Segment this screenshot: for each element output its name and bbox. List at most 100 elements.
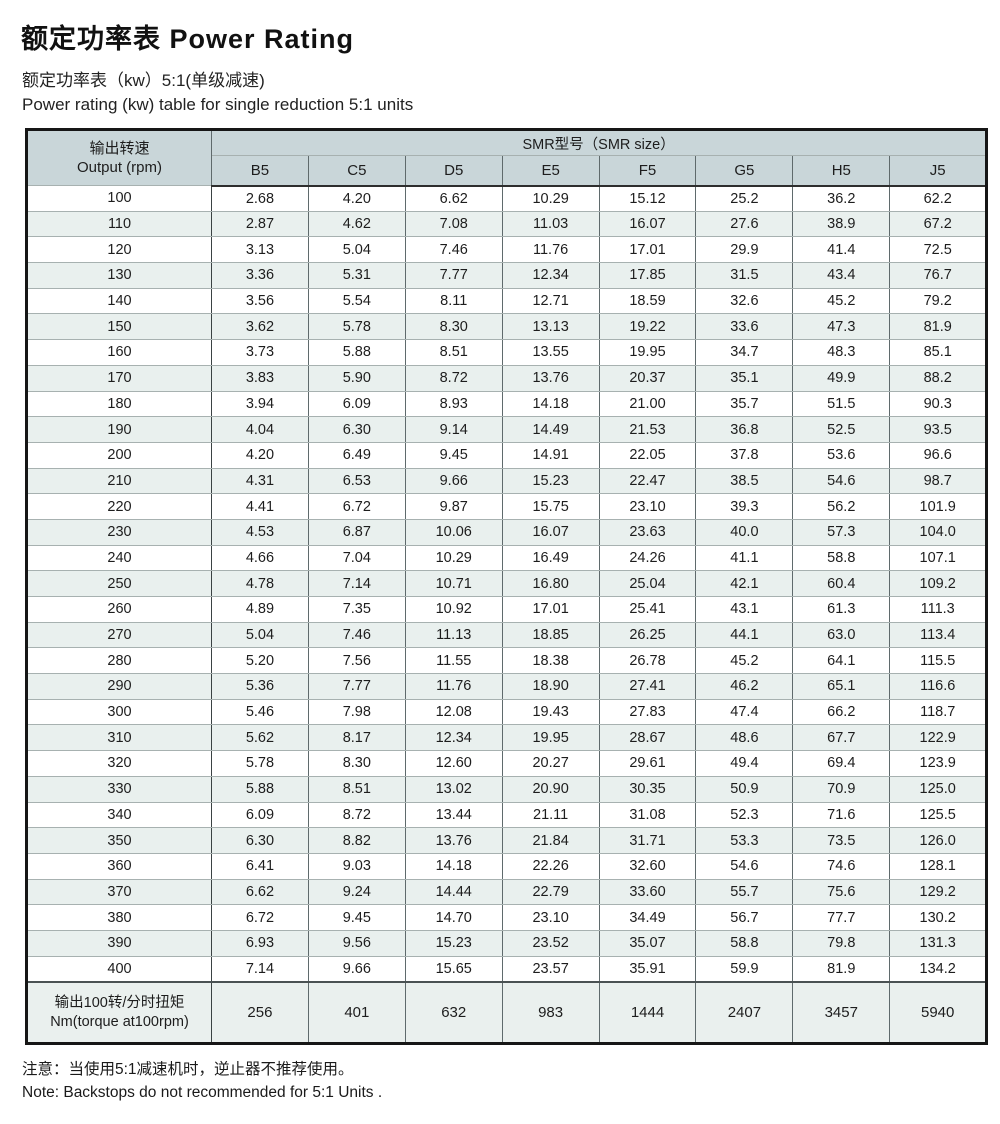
size-header-row: B5 C5 D5 E5 F5 G5 H5 J5 bbox=[27, 155, 988, 187]
output-rpm-cell: 100 bbox=[26, 185, 212, 212]
power-value-cell: 31.5 bbox=[695, 262, 794, 289]
table-row: 190 4.04 6.30 9.14 14.49 21.53 36.8 52.5 93.5 bbox=[26, 416, 988, 443]
power-value-cell: 6.41 bbox=[211, 852, 309, 880]
torque-value-cell: 1444 bbox=[598, 980, 697, 1045]
power-value-cell: 13.76 bbox=[501, 364, 600, 392]
power-value-cell: 93.5 bbox=[889, 416, 988, 443]
power-value-cell: 107.1 bbox=[889, 544, 988, 572]
power-value-cell: 23.57 bbox=[501, 955, 600, 983]
subtitle-en: Power rating (kw) table for single reduc… bbox=[22, 95, 414, 114]
power-value-cell: 11.55 bbox=[404, 647, 503, 675]
torque-value-cell: 256 bbox=[211, 980, 309, 1045]
power-value-cell: 115.5 bbox=[889, 647, 988, 675]
power-value-cell: 7.46 bbox=[404, 236, 503, 264]
power-value-cell: 31.71 bbox=[598, 827, 697, 854]
table-row: 180 3.94 6.09 8.93 14.18 21.00 35.7 51.5 90.3 bbox=[26, 390, 988, 418]
power-value-cell: 3.73 bbox=[211, 339, 309, 366]
power-value-cell: 36.2 bbox=[792, 185, 891, 212]
power-value-cell: 25.41 bbox=[598, 596, 697, 623]
power-value-cell: 3.83 bbox=[211, 364, 309, 392]
power-value-cell: 56.2 bbox=[792, 493, 891, 520]
table-row: 290 5.36 7.77 11.76 18.90 27.41 46.2 65.1 116.6 bbox=[26, 673, 988, 700]
power-value-cell: 81.9 bbox=[889, 313, 988, 341]
power-value-cell: 29.61 bbox=[598, 750, 697, 777]
power-value-cell: 53.3 bbox=[695, 827, 794, 854]
power-value-cell: 8.30 bbox=[404, 313, 503, 341]
power-value-cell: 43.4 bbox=[792, 262, 891, 289]
power-value-cell: 33.60 bbox=[598, 878, 697, 906]
power-value-cell: 32.60 bbox=[598, 852, 697, 880]
power-value-cell: 4.62 bbox=[307, 210, 406, 238]
power-value-cell: 5.31 bbox=[307, 262, 406, 289]
power-value-cell: 35.07 bbox=[598, 929, 697, 957]
power-value-cell: 98.7 bbox=[889, 467, 988, 495]
power-value-cell: 9.45 bbox=[404, 441, 503, 469]
power-value-cell: 35.91 bbox=[598, 955, 697, 983]
power-value-cell: 104.0 bbox=[889, 518, 988, 546]
output-rpm-cell: 120 bbox=[26, 236, 212, 264]
table-row: 390 6.93 9.56 15.23 23.52 35.07 58.8 79.8 131.3 bbox=[26, 929, 988, 957]
output-rpm-cell: 220 bbox=[26, 493, 212, 520]
output-rpm-cell: 300 bbox=[26, 698, 212, 726]
power-value-cell: 12.08 bbox=[404, 698, 503, 726]
output-rpm-cell: 330 bbox=[26, 775, 212, 803]
power-value-cell: 10.29 bbox=[501, 185, 600, 212]
power-value-cell: 45.2 bbox=[792, 287, 891, 315]
power-value-cell: 49.4 bbox=[695, 750, 794, 777]
table-row: 160 3.73 5.88 8.51 13.55 19.95 34.7 48.3 85.1 bbox=[26, 339, 988, 366]
power-value-cell: 14.91 bbox=[501, 441, 600, 469]
torque-value-cell: 632 bbox=[404, 980, 503, 1045]
power-value-cell: 18.90 bbox=[501, 673, 600, 700]
power-value-cell: 6.53 bbox=[307, 467, 406, 495]
power-value-cell: 35.1 bbox=[695, 364, 794, 392]
power-value-cell: 5.62 bbox=[211, 724, 309, 752]
power-value-cell: 23.63 bbox=[598, 518, 697, 546]
power-value-cell: 12.60 bbox=[404, 750, 503, 777]
power-value-cell: 113.4 bbox=[889, 621, 988, 649]
power-value-cell: 10.71 bbox=[404, 570, 503, 597]
power-value-cell: 3.94 bbox=[211, 390, 309, 418]
output-rpm-cell: 230 bbox=[26, 518, 212, 546]
output-rpm-header: 输出转速 Output (rpm) bbox=[26, 129, 212, 186]
power-value-cell: 19.95 bbox=[598, 339, 697, 366]
power-value-cell: 11.76 bbox=[501, 236, 600, 264]
size-header-cell: J5 bbox=[889, 155, 988, 187]
output-rpm-cell: 290 bbox=[26, 673, 212, 700]
table-row: 250 4.78 7.14 10.71 16.80 25.04 42.1 60.4 109.2 bbox=[26, 570, 988, 597]
power-value-cell: 50.9 bbox=[695, 775, 794, 803]
power-value-cell: 122.9 bbox=[889, 724, 988, 752]
power-value-cell: 9.66 bbox=[307, 955, 406, 983]
table-row: 370 6.62 9.24 14.44 22.79 33.60 55.7 75.6 129.2 bbox=[26, 878, 988, 906]
power-value-cell: 22.05 bbox=[598, 441, 697, 469]
power-value-cell: 23.10 bbox=[501, 904, 600, 931]
power-value-cell: 101.9 bbox=[889, 493, 988, 520]
table-row: 320 5.78 8.30 12.60 20.27 29.61 49.4 69.4 123.9 bbox=[26, 750, 988, 777]
power-value-cell: 81.9 bbox=[792, 955, 891, 983]
power-value-cell: 28.67 bbox=[598, 724, 697, 752]
power-value-cell: 27.6 bbox=[695, 210, 794, 238]
power-value-cell: 2.87 bbox=[211, 210, 309, 238]
power-value-cell: 41.4 bbox=[792, 236, 891, 264]
power-value-cell: 6.49 bbox=[307, 441, 406, 469]
power-value-cell: 22.79 bbox=[501, 878, 600, 906]
output-rpm-cell: 180 bbox=[26, 390, 212, 418]
power-value-cell: 20.90 bbox=[501, 775, 600, 803]
power-value-cell: 12.71 bbox=[501, 287, 600, 315]
power-value-cell: 61.3 bbox=[792, 596, 891, 623]
power-value-cell: 4.20 bbox=[211, 441, 309, 469]
power-value-cell: 17.01 bbox=[501, 596, 600, 623]
table-row: 230 4.53 6.87 10.06 16.07 23.63 40.0 57.3 104.0 bbox=[26, 518, 988, 546]
power-value-cell: 9.56 bbox=[307, 929, 406, 957]
table-row: 240 4.66 7.04 10.29 16.49 24.26 41.1 58.8 107.1 bbox=[26, 544, 988, 572]
power-value-cell: 7.35 bbox=[307, 596, 406, 623]
power-value-cell: 3.36 bbox=[211, 262, 309, 289]
output-rpm-cell: 130 bbox=[26, 262, 212, 289]
power-value-cell: 7.98 bbox=[307, 698, 406, 726]
power-value-cell: 38.5 bbox=[695, 467, 794, 495]
notes: 注意：当使用5:1减速机时，逆止器不推荐使用。 Note: Backstops … bbox=[22, 1058, 1000, 1104]
output-rpm-cell: 370 bbox=[26, 878, 212, 906]
power-value-cell: 5.46 bbox=[211, 698, 309, 726]
power-value-cell: 5.04 bbox=[307, 236, 406, 264]
power-value-cell: 9.87 bbox=[404, 493, 503, 520]
